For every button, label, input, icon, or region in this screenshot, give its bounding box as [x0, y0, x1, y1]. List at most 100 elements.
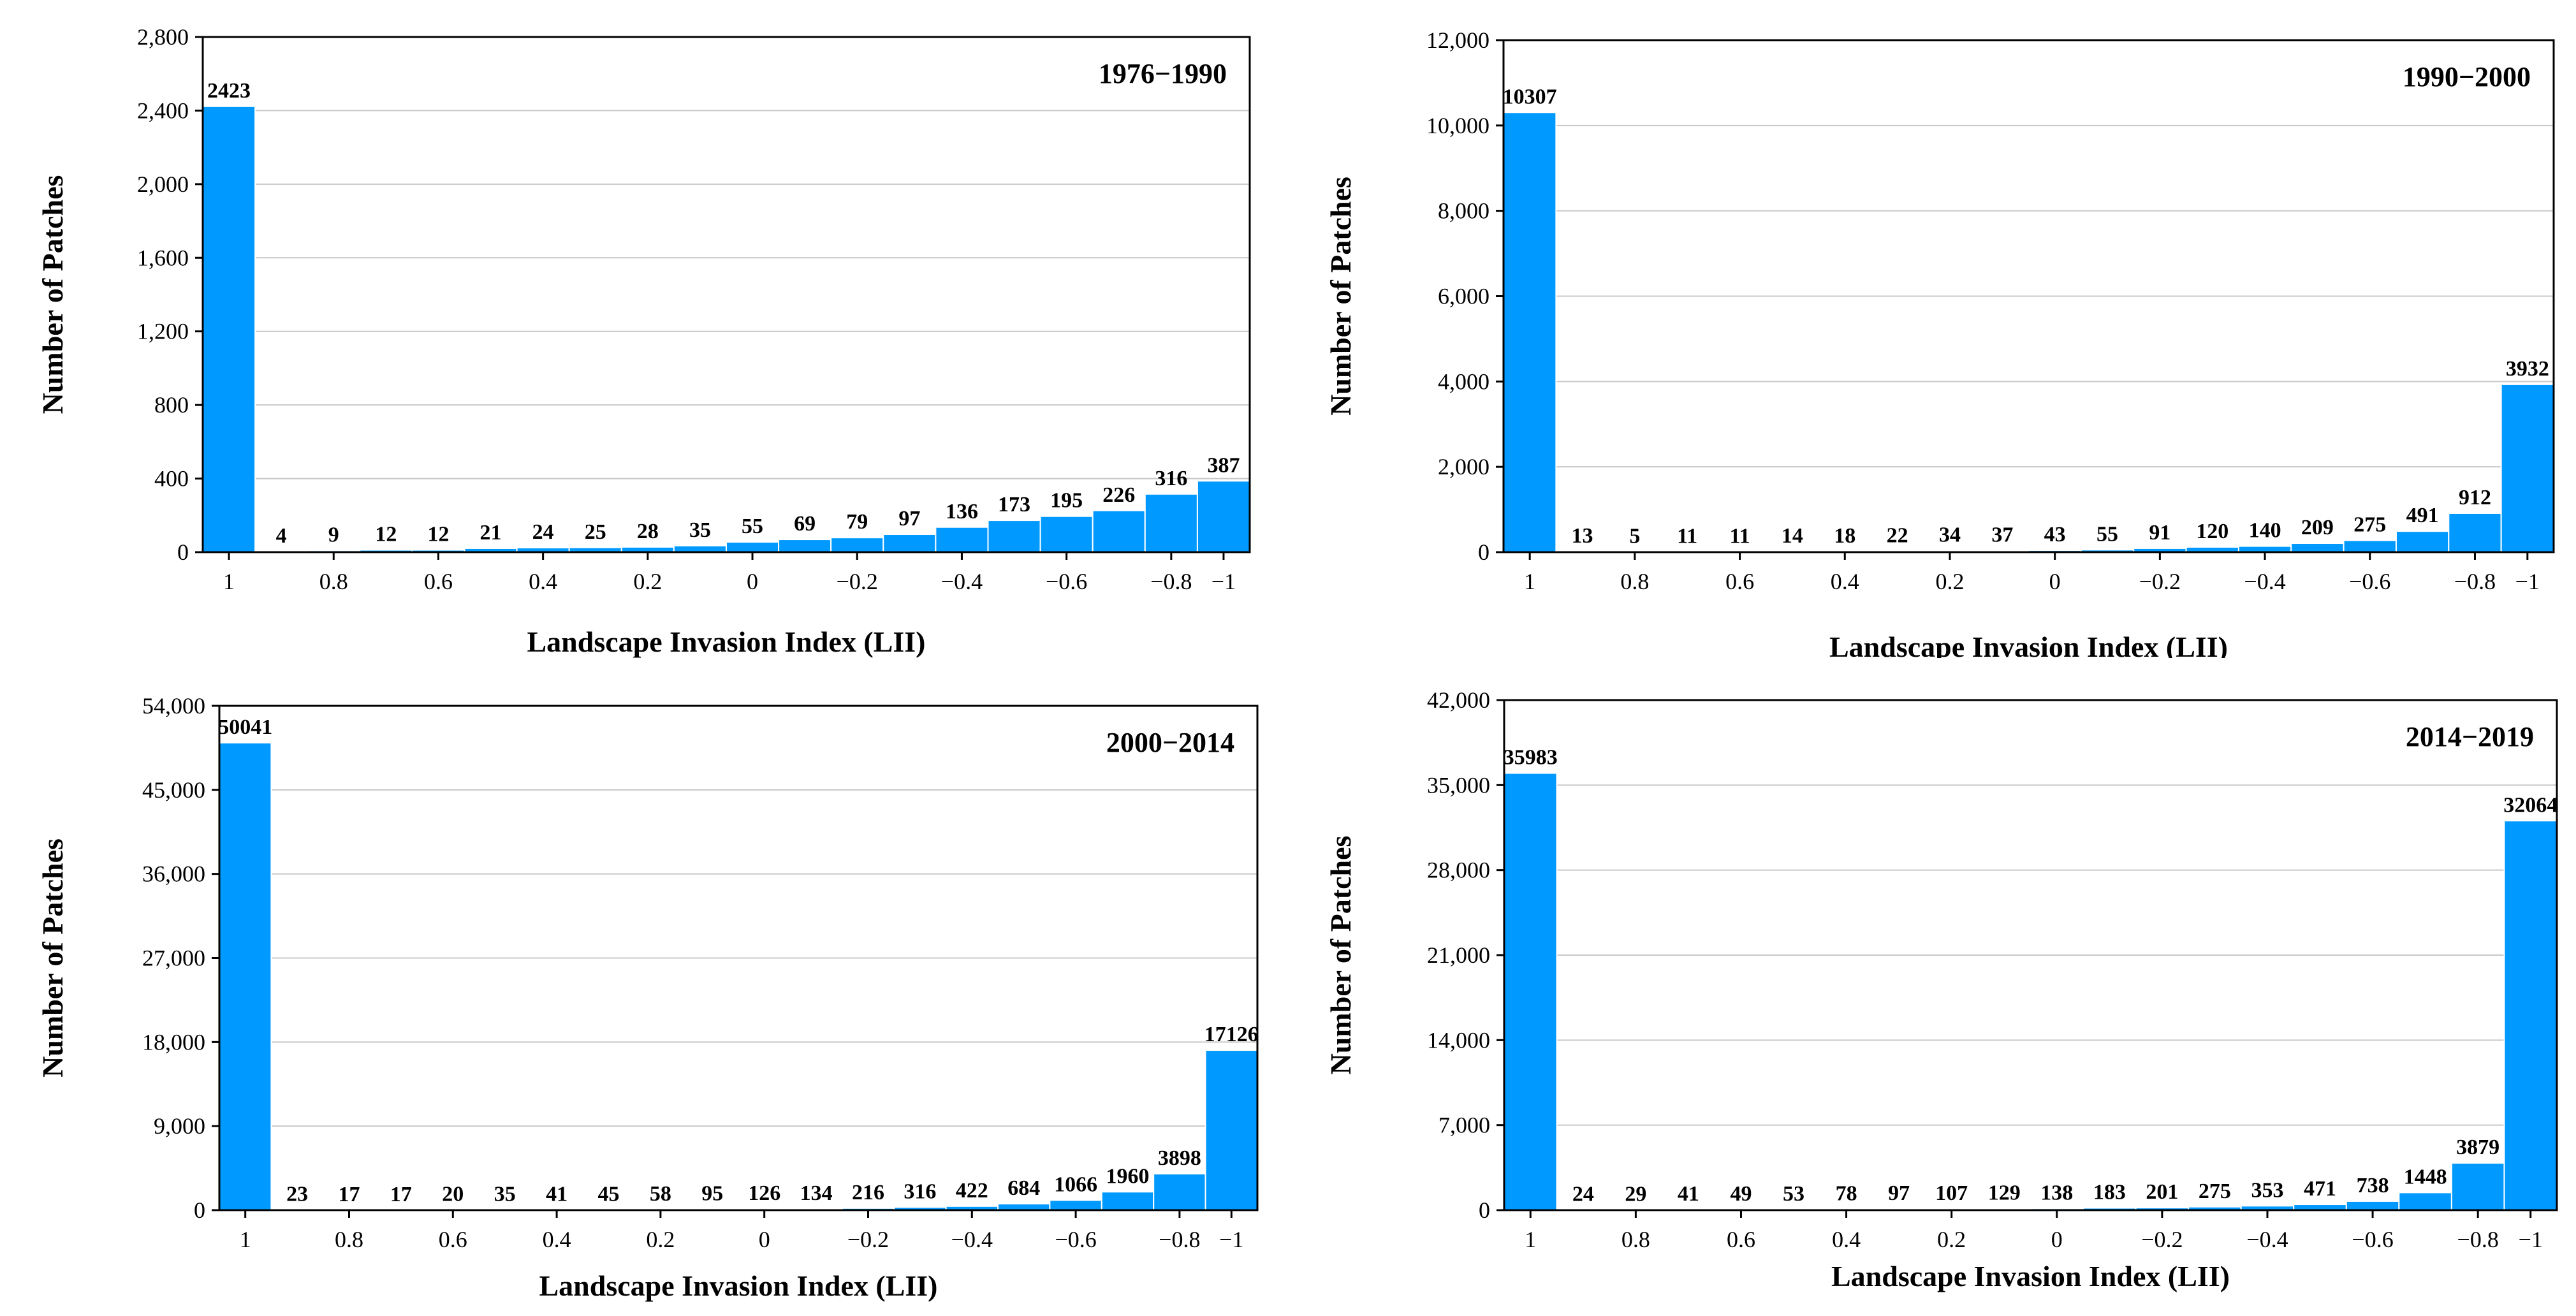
y-tick-label: 800	[154, 392, 189, 418]
bar-value-label: 24	[532, 520, 554, 544]
y-axis-title: Number of Patches	[36, 175, 69, 414]
bar-value-label: 49	[1730, 1182, 1752, 1206]
bar-value-label: 10307	[1503, 85, 1557, 108]
histogram-bar	[2345, 1200, 2400, 1211]
bar-value-label: 209	[2301, 516, 2334, 539]
x-tick-label: −0.2	[837, 569, 878, 594]
x-tick-label: 1	[240, 1227, 251, 1252]
x-tick-label: −0.4	[2246, 1227, 2288, 1252]
y-tick-label: 10,000	[1426, 113, 1489, 138]
y-axis-title: Number of Patches	[36, 838, 69, 1078]
period-label: 2000−2014	[1106, 727, 1234, 758]
y-tick-label: 2,800	[137, 24, 189, 50]
histogram-bar	[1503, 112, 1557, 553]
plot-frame	[1503, 699, 2558, 1211]
x-tick-label: −1	[1219, 1227, 1243, 1252]
bar-value-label: 97	[1888, 1181, 1910, 1205]
histogram-bar	[882, 534, 937, 553]
x-axis-title: Landscape Invasion Index (LII)	[1829, 631, 2228, 658]
bar-value-label: 17126	[1204, 1023, 1259, 1046]
bar-value-label: 97	[898, 507, 920, 530]
bar-value-label: 25	[585, 520, 606, 544]
y-tick-label: 1,200	[137, 319, 189, 344]
bar-value-label: 738	[2357, 1174, 2389, 1197]
period-label: 1990−2000	[2403, 61, 2531, 92]
bar-value-label: 13	[1572, 524, 1593, 548]
x-tick-label: −0.8	[2457, 1227, 2499, 1252]
bar-value-label: 216	[852, 1181, 884, 1204]
y-tick-label: 2,000	[137, 172, 189, 197]
x-tick-label: 0.2	[646, 1227, 675, 1252]
bar-value-label: 3898	[1158, 1146, 1201, 1170]
y-tick-label: 54,000	[142, 693, 205, 719]
x-tick-label: 0.4	[1832, 1227, 1861, 1252]
histogram-bar	[2500, 383, 2555, 553]
bar-value-label: 24	[1572, 1183, 1594, 1206]
y-tick-label: 27,000	[142, 946, 205, 971]
bar-value-label: 12	[427, 523, 449, 546]
bar-value-label: 35983	[1504, 746, 1558, 770]
x-axis-title: Landscape Invasion Index (LII)	[527, 625, 925, 658]
bar-value-label: 2423	[207, 79, 251, 103]
bar-value-label: 37	[1991, 523, 2013, 547]
bar-value-label: 17	[390, 1183, 412, 1206]
x-tick-label: −0.8	[2454, 569, 2496, 594]
chart-svg: 02,0004,0006,0008,00010,00012,0001030713…	[1324, 27, 2555, 658]
histogram-bar	[778, 539, 832, 553]
histogram-bar	[1196, 480, 1251, 553]
bar-value-label: 11	[1730, 524, 1750, 548]
x-tick-label: −0.6	[2349, 569, 2390, 594]
bar-value-label: 140	[2249, 519, 2281, 543]
bar-value-label: 120	[2196, 520, 2228, 543]
histogram-bar	[1092, 509, 1146, 553]
bar-value-label: 43	[2044, 523, 2066, 546]
x-tick-label: 0.2	[1937, 1227, 1966, 1252]
x-tick-label: −1	[2515, 569, 2540, 594]
x-tick-label: 1	[1524, 569, 1535, 594]
x-tick-label: −0.2	[2139, 569, 2181, 594]
y-tick-label: 6,000	[1438, 284, 1489, 309]
x-tick-label: 0.4	[529, 569, 557, 594]
x-tick-label: 1	[223, 569, 235, 594]
histogram-bar	[1204, 1049, 1258, 1211]
y-tick-label: 14,000	[1427, 1027, 1490, 1053]
plot-frame	[218, 705, 1259, 1211]
bar-value-label: 22	[1887, 524, 1908, 548]
bar-value-label: 134	[800, 1181, 833, 1205]
bar-value-label: 11	[1677, 524, 1697, 548]
bar-value-label: 226	[1102, 483, 1135, 507]
histogram-bar	[2290, 543, 2345, 553]
x-tick-label: −0.6	[1046, 569, 1087, 594]
x-tick-label: 0.2	[1935, 569, 1964, 594]
x-tick-label: −0.6	[1055, 1227, 1096, 1252]
x-tick-label: −0.4	[2244, 569, 2285, 594]
y-tick-label: 36,000	[142, 861, 205, 887]
histogram-bar	[1039, 515, 1094, 553]
x-tick-label: 0.2	[633, 569, 662, 594]
x-tick-label: 0	[2051, 1227, 2063, 1252]
y-tick-label: 28,000	[1427, 858, 1490, 883]
bar-value-label: 55	[742, 515, 763, 538]
x-tick-label: −0.6	[2352, 1227, 2393, 1252]
bar-value-label: 20	[442, 1183, 464, 1206]
x-tick-label: 0.8	[1620, 569, 1649, 594]
bar-value-label: 50041	[218, 715, 272, 739]
bar-value-label: 275	[2199, 1180, 2231, 1203]
x-tick-label: 0.4	[1831, 569, 1859, 594]
y-tick-label: 0	[177, 539, 189, 565]
bar-value-label: 35	[494, 1182, 516, 1206]
histogram-bar	[935, 526, 989, 553]
bar-value-label: 316	[904, 1180, 936, 1203]
bar-value-label: 17	[339, 1183, 360, 1206]
histogram-bar	[1144, 493, 1198, 553]
period-label: 2014−2019	[2406, 721, 2534, 752]
x-tick-label: −1	[1211, 569, 1236, 594]
x-tick-label: −0.8	[1159, 1227, 1200, 1252]
y-tick-label: 0	[194, 1197, 205, 1223]
y-tick-label: 12,000	[1426, 27, 1489, 53]
x-tick-label: −0.4	[941, 569, 983, 594]
bar-value-label: 136	[946, 500, 978, 523]
x-tick-label: 0	[759, 1227, 770, 1252]
histogram-1990-2000: 0 2,000 4,000 6,000 8,000 10,000 12,000 10307 13…	[1288, 0, 2576, 658]
